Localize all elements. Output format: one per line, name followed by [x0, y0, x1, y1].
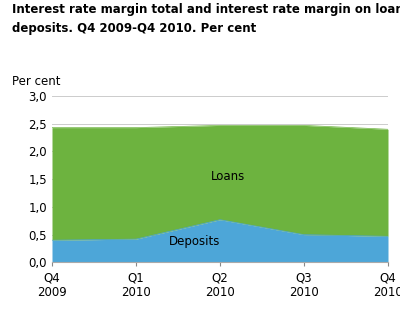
Text: Loans: Loans	[211, 170, 246, 183]
Text: Deposits: Deposits	[169, 235, 220, 248]
Text: deposits. Q4 2009-Q4 2010. Per cent: deposits. Q4 2009-Q4 2010. Per cent	[12, 22, 256, 36]
Text: Interest rate margin total and interest rate margin on loans and: Interest rate margin total and interest …	[12, 3, 400, 16]
Text: Per cent: Per cent	[12, 75, 60, 88]
